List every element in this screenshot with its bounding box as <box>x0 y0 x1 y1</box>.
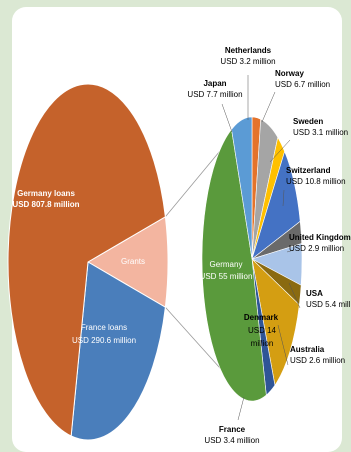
sub-slice-denmark <box>251 258 300 386</box>
label-sweden-value: USD 3.1 million <box>293 128 348 137</box>
label-france-name: France <box>219 425 246 434</box>
label-germany-name: Germany <box>210 260 243 269</box>
slice-france-loans <box>70 261 166 441</box>
label-sweden-name: Sweden <box>293 117 323 126</box>
label-grants-name: Grants <box>121 257 145 266</box>
slice-germany-loans <box>7 83 166 437</box>
leader-united-kingdom <box>286 249 295 253</box>
leader-sweden <box>269 139 291 163</box>
label-japan-value: USD 7.7 million <box>187 90 242 99</box>
label-australia-name: Australia <box>290 345 325 354</box>
leader-norway <box>261 91 276 123</box>
label-japan-name: Japan <box>203 79 226 88</box>
leader-usa <box>288 282 301 309</box>
label-switzerland-value: USD 10.8 million <box>286 177 346 186</box>
label-switzerland-name: Switzerland <box>286 166 331 175</box>
label-usa-name: USA <box>306 289 323 298</box>
leader-australia <box>277 324 289 366</box>
label-germany-loans-name: Germany loans <box>17 189 75 198</box>
leader-switzerland <box>282 189 285 207</box>
label-netherlands-value: USD 3.2 million <box>220 57 275 66</box>
label-united-kingdom-value: USD 2.9 million <box>289 244 344 253</box>
label-germany-value: USD 55 million <box>200 272 253 281</box>
main-pie <box>7 83 169 441</box>
sub-slice-switzerland <box>251 150 301 260</box>
label-france-value: USD 3.4 million <box>204 436 259 445</box>
sub-slice-japan <box>231 116 253 260</box>
label-denmark-value-2: million <box>251 339 274 348</box>
leader-japan <box>221 103 233 133</box>
sub-slice-germany <box>201 128 267 402</box>
label-netherlands-name: Netherlands <box>225 46 272 55</box>
slice-labels: Germany loans USD 807.8 million France loa… <box>12 46 351 445</box>
label-france-loans-value: USD 290.6 million <box>72 336 136 345</box>
label-denmark-name: Denmark <box>244 313 279 322</box>
slice-grants <box>87 215 169 309</box>
leader-france <box>237 396 245 421</box>
label-germany-loans-value: USD 807.8 million <box>12 200 79 209</box>
label-united-kingdom-name: United Kingdom <box>289 233 351 242</box>
label-denmark-value-1: USD 14 <box>248 326 277 335</box>
label-norway-value: USD 6.7 million <box>275 80 330 89</box>
label-norway-name: Norway <box>275 69 304 78</box>
label-usa-value: USD 5.4 million <box>306 300 351 309</box>
grants-breakdown-pie <box>201 116 303 402</box>
label-australia-value: USD 2.6 million <box>290 356 345 365</box>
label-france-loans-name: France loans <box>81 323 127 332</box>
